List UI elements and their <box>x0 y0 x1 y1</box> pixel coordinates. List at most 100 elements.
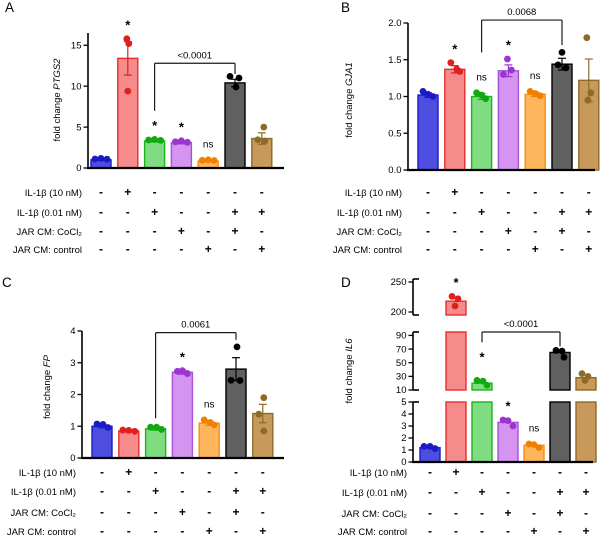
treatment-sign: - <box>453 224 457 238</box>
treatment-sign: - <box>480 506 484 520</box>
y-tick-label: 70 <box>396 344 407 355</box>
treatment-table: IL-1β (10 nM) - + - - - - - IL-1β (0.01 nM) - - + - -… <box>7 465 266 538</box>
treatment-row-label: JAR CM: CoCl₂ <box>342 509 408 520</box>
treatment-sign: - <box>206 185 210 199</box>
data-point-red <box>448 293 456 300</box>
p-value-label: 0.0061 <box>181 320 210 331</box>
data-point-brown <box>587 89 595 97</box>
treatment-sign: - <box>153 224 157 238</box>
treatment-sign: + <box>231 224 238 238</box>
sig-asterisk: * <box>479 349 485 364</box>
bars-layer <box>91 343 274 459</box>
y-tick-label: 0 <box>70 453 75 464</box>
data-point-red <box>124 87 132 95</box>
y-tick-label: 10 <box>71 81 82 92</box>
treatment-sign: + <box>558 205 565 219</box>
data-point-black <box>562 64 570 72</box>
treatment-sign: + <box>556 485 563 499</box>
data-point-red <box>454 295 462 303</box>
treatment-sign: - <box>180 484 184 498</box>
treatment-sign: - <box>127 505 131 519</box>
treatment-sign: + <box>232 505 239 519</box>
treatment-sign: - <box>206 205 210 219</box>
treatment-sign: - <box>428 524 432 538</box>
treatment-row-label: IL-1β (0.01 nM) <box>337 208 402 219</box>
treatment-sign: - <box>260 185 264 199</box>
y-tick-label: 5 <box>401 397 406 408</box>
treatment-row-label: JAR CM: control <box>333 245 402 256</box>
data-point-blue <box>431 445 439 452</box>
y-tick-label: 1.0 <box>388 92 401 103</box>
p-value-label: <0.0001 <box>177 50 212 61</box>
data-point-black <box>236 377 244 384</box>
y-tick-label: 0 <box>401 457 406 468</box>
data-point-brown <box>260 427 268 435</box>
significance-bracket <box>155 331 237 419</box>
sig-ns: ns <box>476 72 487 83</box>
bar-red <box>445 401 467 463</box>
bar-purple <box>170 141 193 169</box>
treatment-sign: - <box>506 524 510 538</box>
treatment-sign: + <box>582 485 589 499</box>
treatment-sign: - <box>453 242 457 256</box>
treatment-sign: - <box>179 185 183 199</box>
significance-bracket <box>154 62 236 111</box>
sig-ns: ns <box>203 139 214 150</box>
data-point-blue <box>420 443 428 450</box>
data-point-purple <box>178 137 185 145</box>
bar-green <box>144 428 167 459</box>
treatment-sign: - <box>480 242 484 256</box>
treatment-row-label: IL-1β (0.01 nM) <box>17 208 82 219</box>
data-point-red <box>119 426 127 434</box>
y-axis: 0 5 10 15 <box>71 33 89 174</box>
treatment-sign: - <box>480 524 484 538</box>
y-axis-title: fold change IL6 <box>344 338 355 404</box>
y-tick-label: 4 <box>70 326 75 337</box>
data-point-purple <box>508 66 515 74</box>
data-point-green <box>473 377 481 384</box>
treatment-sign: - <box>560 242 564 256</box>
data-point-blue <box>429 93 437 100</box>
sig-asterisk: * <box>505 399 511 414</box>
treatment-sign: - <box>206 224 210 238</box>
data-point-black <box>560 353 568 361</box>
data-point-orange <box>210 157 218 164</box>
data-point-blue <box>103 155 111 163</box>
data-point-brown <box>581 377 589 384</box>
y-tick-label: 2 <box>70 390 75 401</box>
treatment-sign: - <box>506 242 510 256</box>
sig-ns: ns <box>529 424 540 435</box>
treatment-sign: + <box>231 205 238 219</box>
treatment-sign: - <box>100 465 104 479</box>
bar-green <box>143 140 166 169</box>
treatment-sign: + <box>478 485 485 499</box>
data-point-black <box>226 72 234 80</box>
data-point-purple <box>500 71 507 78</box>
data-point-blue <box>97 154 105 162</box>
data-point-brown <box>260 394 268 402</box>
p-value-label: <0.0001 <box>504 319 539 330</box>
significance-bracket <box>481 331 561 347</box>
treatment-sign: - <box>533 185 537 199</box>
data-point-black <box>558 347 566 355</box>
y-tick-label: 50 <box>396 358 407 369</box>
y-tick-label: 1 <box>401 445 406 456</box>
treatment-sign: - <box>100 505 104 519</box>
data-point-brown <box>260 123 268 131</box>
panel-letter: A <box>5 0 14 15</box>
treatment-sign: - <box>99 205 103 219</box>
y-tick-label: 0.0 <box>388 165 401 176</box>
data-point-red <box>456 68 464 75</box>
y-tick-label: 0 <box>76 163 81 174</box>
bar-purple <box>497 70 520 171</box>
treatment-sign: + <box>151 205 158 219</box>
treatment-sign: + <box>259 524 266 538</box>
sig-asterisk: * <box>180 349 186 364</box>
bar-orange <box>198 422 220 459</box>
treatment-sign: + <box>206 524 213 538</box>
treatment-sign: + <box>478 205 485 219</box>
bars-layer <box>417 34 600 171</box>
treatment-sign: - <box>261 505 265 519</box>
treatment-sign: - <box>454 506 458 520</box>
